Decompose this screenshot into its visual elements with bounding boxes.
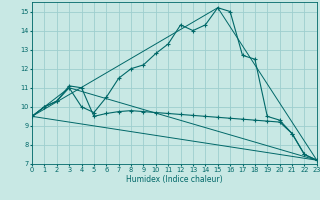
X-axis label: Humidex (Indice chaleur): Humidex (Indice chaleur) — [126, 175, 223, 184]
